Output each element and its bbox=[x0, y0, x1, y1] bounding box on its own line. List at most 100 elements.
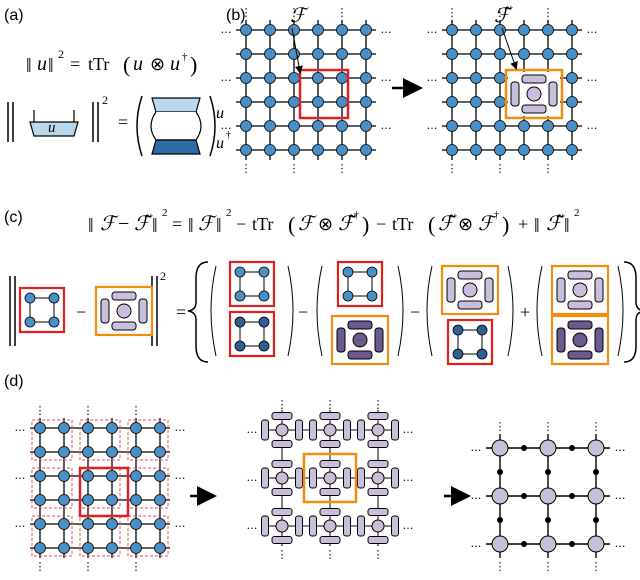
panel-d-label: (d) bbox=[4, 373, 24, 390]
svg-text:u: u bbox=[133, 53, 143, 75]
vdots: ⋮ bbox=[337, 6, 348, 19]
paren bbox=[287, 265, 294, 357]
center-node bbox=[371, 423, 385, 437]
isometry-h bbox=[271, 440, 293, 448]
F-label: ℱ bbox=[290, 5, 309, 27]
tensor-node bbox=[106, 470, 118, 482]
tensor-node bbox=[130, 422, 142, 434]
tensor-node bbox=[288, 72, 300, 84]
center-node bbox=[526, 86, 542, 102]
tensor-node bbox=[446, 96, 458, 108]
isometry-v bbox=[510, 81, 520, 107]
paren bbox=[210, 265, 217, 357]
center-node bbox=[352, 332, 368, 348]
isometry-v bbox=[594, 327, 604, 353]
tensor-node bbox=[312, 96, 324, 108]
isometry-h bbox=[347, 320, 373, 330]
dashed-block bbox=[79, 419, 121, 461]
ellipsis: … bbox=[221, 71, 232, 84]
tensor-node bbox=[264, 120, 276, 132]
bond-tensor-dot bbox=[593, 469, 599, 475]
tensor-node bbox=[234, 340, 246, 352]
ellipsis: … bbox=[381, 119, 392, 132]
isometry-h bbox=[111, 321, 137, 331]
isometry-v bbox=[295, 467, 303, 489]
ellipsis: … bbox=[403, 471, 414, 484]
isometry-h bbox=[567, 300, 593, 310]
vdots: ⋮ bbox=[35, 560, 46, 573]
svg-text:+: + bbox=[518, 214, 528, 234]
tensor-node bbox=[258, 266, 270, 278]
tensor-node bbox=[566, 24, 578, 36]
tensor-node bbox=[240, 144, 252, 156]
tensor-node bbox=[154, 542, 166, 554]
ellipsis: … bbox=[381, 71, 392, 84]
tensor-node bbox=[82, 542, 94, 554]
paren bbox=[507, 265, 514, 357]
isometry-h bbox=[367, 508, 389, 516]
tensor-node bbox=[82, 470, 94, 482]
tensor-node bbox=[542, 24, 554, 36]
vdots: ⋮ bbox=[277, 398, 288, 411]
tensor-node bbox=[240, 48, 252, 60]
orange-box bbox=[94, 285, 154, 337]
vdots: ⋮ bbox=[543, 6, 554, 19]
isometry-v bbox=[261, 515, 269, 537]
svg-text:2: 2 bbox=[162, 207, 168, 219]
vdots: ⋮ bbox=[325, 398, 336, 411]
isometry-v bbox=[556, 277, 566, 303]
coarse-node bbox=[587, 535, 605, 553]
svg-text:tTr: tTr bbox=[252, 214, 273, 234]
tensor-node bbox=[288, 24, 300, 36]
vdots: ⋮ bbox=[35, 404, 46, 417]
renormalized-lattice: … … ⋮ ⋮ … … ⋮ ⋮ … … ⋮ ⋮ bbox=[471, 420, 626, 573]
tensor-node bbox=[240, 96, 252, 108]
norm-equation: ‖ u ‖ 2 = tTr ( u ⊗ u † ) bbox=[26, 47, 197, 77]
bond-tensor-dot bbox=[521, 445, 527, 451]
tensor-node bbox=[154, 446, 166, 458]
svg-text:‖: ‖ bbox=[26, 55, 32, 77]
isometry-v bbox=[446, 277, 456, 303]
red-box bbox=[228, 310, 276, 358]
isometry-h bbox=[521, 104, 547, 114]
svg-text:‖: ‖ bbox=[152, 215, 158, 237]
tensor-node bbox=[106, 494, 118, 506]
ellipsis: … bbox=[427, 71, 438, 84]
isometry-h bbox=[367, 536, 389, 544]
isometry-h bbox=[367, 412, 389, 420]
ellipsis: … bbox=[381, 23, 392, 36]
isometry-v bbox=[343, 515, 351, 537]
tensor-node bbox=[34, 470, 46, 482]
svg-text:−: − bbox=[298, 302, 308, 322]
isometry-h bbox=[319, 488, 341, 496]
ellipsis: … bbox=[403, 423, 414, 436]
ellipsis: … bbox=[175, 469, 186, 482]
fidelity-equation: ‖ ℱ − ℱ̃ ‖ 2 = ‖ ℱ ‖ 2 − tTr ( ℱ ⊗ ℱ̃ † … bbox=[88, 207, 580, 237]
ellipsis: … bbox=[587, 23, 598, 36]
center-node bbox=[572, 282, 588, 298]
tensor-node bbox=[360, 72, 372, 84]
svg-text:−: − bbox=[410, 302, 420, 322]
coarse-node bbox=[587, 439, 605, 457]
tensor-node bbox=[476, 324, 488, 336]
red-box bbox=[446, 318, 494, 366]
isometry-h bbox=[319, 508, 341, 516]
svg-text:⊗: ⊗ bbox=[318, 214, 333, 234]
dashed-block bbox=[31, 515, 73, 557]
isometry-h bbox=[521, 74, 547, 84]
paren bbox=[426, 265, 433, 357]
isometry-v bbox=[374, 327, 384, 353]
tensor-node bbox=[58, 470, 70, 482]
tensor-node bbox=[288, 144, 300, 156]
svg-text:+: + bbox=[520, 302, 530, 322]
svg-text:†: † bbox=[182, 51, 188, 63]
tensor-node bbox=[360, 144, 372, 156]
bond-tensor-dot bbox=[497, 469, 503, 475]
ellipsis: … bbox=[403, 519, 414, 532]
tensor-node bbox=[130, 542, 142, 554]
bond-tensor-dot bbox=[569, 445, 575, 451]
isometry-v bbox=[261, 467, 269, 489]
tensor-node bbox=[130, 470, 142, 482]
tensor-node bbox=[264, 48, 276, 60]
isometry-h bbox=[367, 460, 389, 468]
